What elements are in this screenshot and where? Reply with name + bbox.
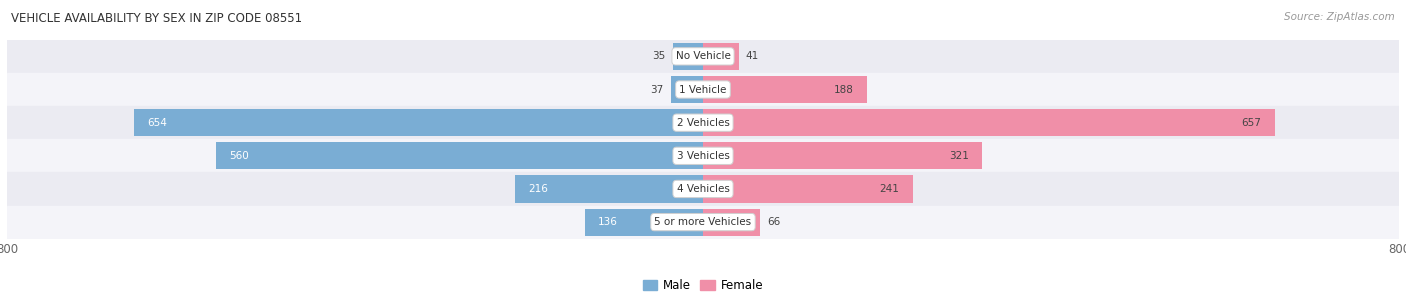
- Text: 3 Vehicles: 3 Vehicles: [676, 151, 730, 161]
- Text: 37: 37: [651, 84, 664, 95]
- Text: VEHICLE AVAILABILITY BY SEX IN ZIP CODE 08551: VEHICLE AVAILABILITY BY SEX IN ZIP CODE …: [11, 12, 302, 25]
- Text: 66: 66: [768, 217, 780, 227]
- Bar: [7, 40, 1399, 73]
- Bar: [703, 175, 912, 203]
- Legend: Male, Female: Male, Female: [638, 274, 768, 297]
- Bar: [515, 175, 703, 203]
- Text: 4 Vehicles: 4 Vehicles: [676, 184, 730, 194]
- Text: 2 Vehicles: 2 Vehicles: [676, 118, 730, 128]
- Bar: [7, 172, 1399, 206]
- Bar: [703, 43, 738, 70]
- Text: 41: 41: [745, 51, 759, 62]
- Text: No Vehicle: No Vehicle: [675, 51, 731, 62]
- Bar: [672, 43, 703, 70]
- Text: 216: 216: [529, 184, 548, 194]
- Text: 188: 188: [834, 84, 853, 95]
- Text: 560: 560: [229, 151, 249, 161]
- Bar: [7, 73, 1399, 106]
- Bar: [134, 109, 703, 136]
- Text: 5 or more Vehicles: 5 or more Vehicles: [654, 217, 752, 227]
- Bar: [671, 76, 703, 103]
- Text: 321: 321: [949, 151, 969, 161]
- Bar: [703, 208, 761, 236]
- Text: Source: ZipAtlas.com: Source: ZipAtlas.com: [1284, 12, 1395, 22]
- Text: 241: 241: [880, 184, 900, 194]
- Bar: [7, 139, 1399, 172]
- Bar: [7, 106, 1399, 139]
- Bar: [703, 76, 866, 103]
- Bar: [7, 206, 1399, 239]
- Bar: [585, 208, 703, 236]
- Text: 136: 136: [598, 217, 617, 227]
- Text: 654: 654: [148, 118, 167, 128]
- Text: 1 Vehicle: 1 Vehicle: [679, 84, 727, 95]
- Bar: [217, 142, 703, 170]
- Text: 657: 657: [1241, 118, 1261, 128]
- Bar: [703, 142, 983, 170]
- Text: 35: 35: [652, 51, 665, 62]
- Bar: [703, 109, 1275, 136]
